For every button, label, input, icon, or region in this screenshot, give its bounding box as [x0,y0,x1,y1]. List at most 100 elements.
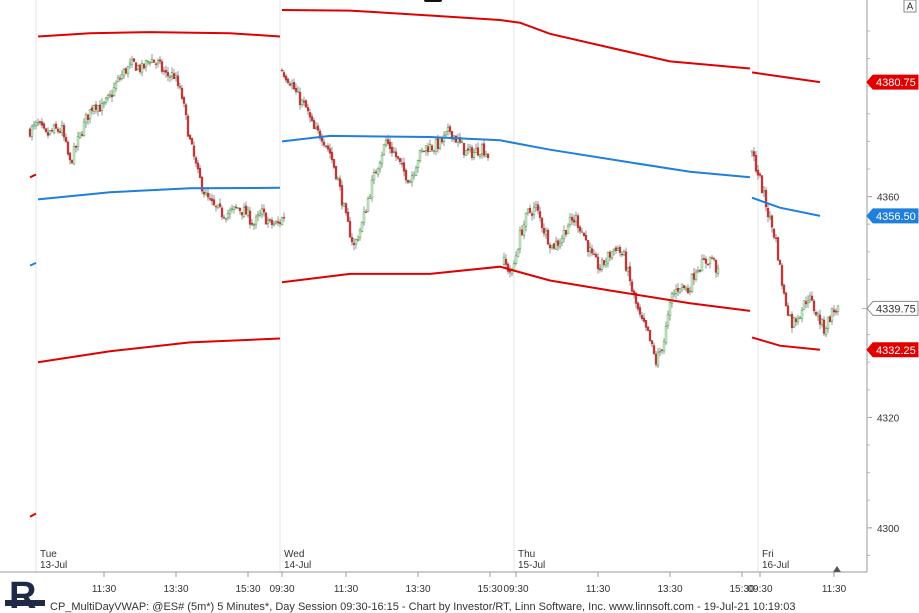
candle-body [644,320,648,328]
candle [712,256,716,262]
candle [662,338,666,354]
candle-body [106,95,110,99]
candle [262,204,266,217]
candle [538,206,542,222]
candle-body [142,63,146,69]
candle-body [778,259,782,265]
day-label-weekday: Thu [518,549,535,560]
candle-body [42,123,46,129]
candle [410,171,414,187]
candle-body [32,124,36,127]
x-tick-label: 09:30 [503,584,528,595]
candle-body [620,253,624,256]
candle [182,95,186,108]
candle-body [390,146,394,154]
candle-body [140,63,144,73]
candle-body [126,66,130,74]
candle-body [706,263,710,266]
candle-body [164,70,168,73]
candle [448,124,452,135]
candle-body [438,137,442,149]
candle [250,218,254,227]
day-label-weekday: Tue [40,549,57,560]
candle [194,155,198,168]
candle-body [282,72,286,77]
candle [206,188,210,201]
candle-body [486,153,490,158]
candle-body [256,214,260,217]
price-badge-label: 4339.75 [876,303,916,315]
candle-body [244,205,248,215]
candle [344,202,348,216]
candle [146,60,150,65]
x-tick-label: 11:30 [92,584,117,595]
candle-body [776,237,780,261]
candle [44,127,48,134]
y-tick-label: 4360 [877,193,900,204]
candle-body [246,209,250,216]
candle [444,131,448,137]
candle [464,150,468,157]
candle [658,347,662,357]
candle [178,82,182,90]
candle-body [796,318,800,323]
x-tick-label: 11:30 [334,584,359,595]
candle-body [712,258,716,260]
candle [286,77,290,85]
candle-body [358,229,362,239]
candle [576,213,580,233]
candle-body [630,281,634,292]
vwap-line-segment-4 [751,196,821,217]
candle-body [194,157,198,164]
candle [188,134,192,141]
candle [514,251,518,266]
candle-body [424,145,428,151]
candle-body [82,121,86,136]
candle [198,164,202,179]
candle-body [202,191,206,195]
autoscale-button[interactable] [903,0,917,13]
candle [144,59,148,72]
candle-body [660,349,664,351]
candle-body [436,138,440,149]
candle [62,122,66,141]
candle-body [536,204,540,211]
price-badge-shape [866,300,919,316]
candle [686,284,690,295]
price-badge-shape [866,208,919,224]
candle-body [46,132,50,136]
candle-body [326,145,330,150]
x-axis: 11:30 13:30 15:30 09:30 11:30 13:30 15:30 09:30… [92,572,847,595]
candle [668,299,672,321]
candle-body [548,244,552,249]
candle-body [252,224,256,226]
candle-body [596,256,600,270]
candle-body [276,221,280,224]
candle-body [516,249,520,258]
candle-body [298,91,302,106]
candle-body [44,128,48,133]
candle-body [214,205,218,208]
candle-body [346,211,350,222]
candle [806,295,810,309]
candle-body [518,229,522,250]
candle [64,133,68,143]
candle [56,127,60,134]
candle [132,58,136,63]
candle-body [56,128,60,132]
candle [222,214,226,219]
candle-body [136,65,140,70]
day-label-weekday: Fri [762,549,774,560]
candle [330,146,334,164]
autoscale-label: A [907,2,914,13]
candle-body [606,252,610,264]
candle-body [98,104,102,112]
candle-body [392,151,396,153]
candle [318,128,322,141]
candle-body [250,222,254,225]
candle [164,65,168,78]
candle-body [590,248,594,254]
candle [716,264,720,277]
candlesticks [28,53,840,368]
scroll-marker-icon[interactable] [833,566,841,572]
